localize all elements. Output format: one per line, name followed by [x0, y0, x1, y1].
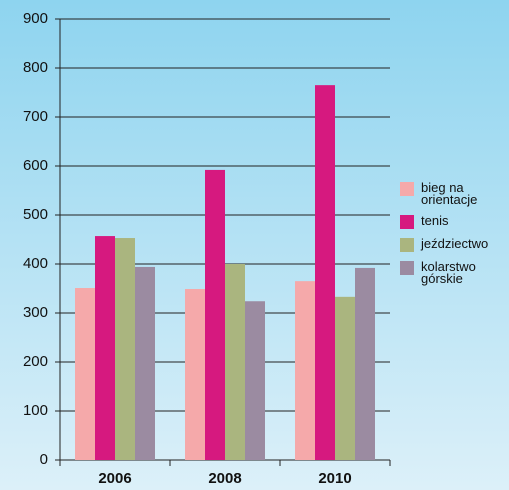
x-tick-label: 2006 — [98, 470, 131, 487]
legend-swatch — [400, 261, 414, 275]
legend-label: kolarstwo górskie — [421, 259, 476, 286]
bar — [315, 85, 335, 461]
y-tick-label: 600 — [23, 157, 48, 174]
legend-item: bieg na orientacje — [400, 180, 505, 207]
legend-label: tenis — [421, 213, 449, 228]
y-tick-label: 700 — [23, 108, 48, 125]
bar — [335, 296, 355, 460]
legend-swatch — [400, 238, 414, 252]
y-tick-label: 300 — [23, 304, 48, 321]
bar — [295, 281, 315, 460]
y-tick-label: 200 — [23, 353, 48, 370]
y-tick-label: 0 — [40, 451, 48, 468]
x-tick-label: 2008 — [208, 470, 241, 487]
bar — [115, 238, 135, 460]
y-tick-label: 800 — [23, 59, 48, 76]
legend-item: kolarstwo górskie — [400, 259, 505, 286]
legend-label: bieg na orientacje — [421, 180, 478, 207]
legend-item: jeździectwo — [400, 236, 505, 252]
y-tick-label: 100 — [23, 402, 48, 419]
bar — [135, 266, 155, 460]
bar — [355, 267, 375, 460]
bar — [75, 288, 95, 460]
legend-swatch — [400, 215, 414, 229]
y-tick-label: 500 — [23, 206, 48, 223]
bar — [225, 264, 245, 460]
legend: bieg na orientacje tenis jeździectwo kolars… — [400, 180, 505, 294]
y-tick-label: 400 — [23, 255, 48, 272]
bar — [95, 236, 115, 460]
legend-item: tenis — [400, 213, 505, 229]
bar — [205, 169, 225, 461]
bar — [245, 301, 265, 460]
legend-label: jeździectwo — [421, 236, 489, 251]
legend-swatch — [400, 182, 414, 196]
y-tick-label: 900 — [23, 10, 48, 27]
x-tick-label: 2010 — [318, 470, 351, 487]
bar — [185, 288, 205, 460]
